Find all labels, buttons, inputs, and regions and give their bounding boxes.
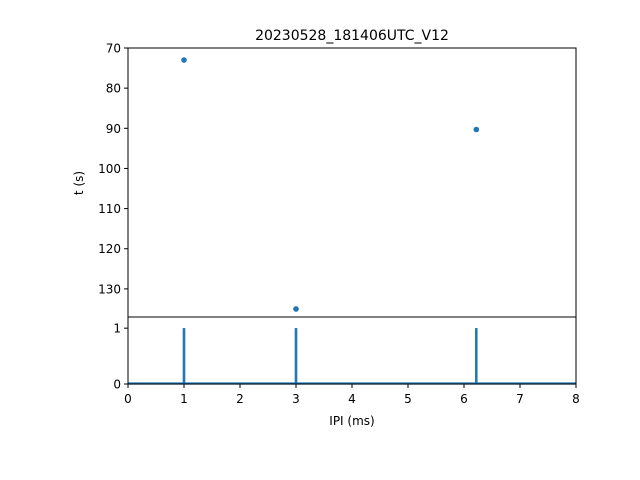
x-tick-label: 3 [292, 392, 300, 406]
scatter-points [181, 57, 480, 312]
y-axis-label: t (s) [72, 171, 86, 195]
y-tick-label: 80 [106, 82, 121, 96]
scatter-axes: 20230528_181406UTC_V12 70 80 90 100 110 120 13… [72, 28, 577, 318]
y-tick-label: 120 [98, 242, 121, 256]
histogram-spikes [128, 328, 576, 385]
y-tick-label: 90 [106, 122, 121, 136]
x-axis-label: IPI (ms) [329, 414, 374, 428]
chart-title: 20230528_181406UTC_V12 [255, 28, 449, 44]
y-tick-label: 130 [98, 282, 121, 296]
histogram-x-ticks: 0 1 2 3 4 5 6 7 8 [124, 384, 580, 406]
x-tick-label: 1 [180, 392, 188, 406]
x-tick-label: 5 [404, 392, 412, 406]
scatter-point [473, 126, 480, 133]
scatter-y-ticks: 70 80 90 100 110 120 130 [98, 42, 128, 296]
x-tick-label: 8 [572, 392, 580, 406]
y-tick-label: 100 [98, 162, 121, 176]
x-tick-label: 7 [516, 392, 524, 406]
hist-y-tick-label: 0 [113, 378, 121, 392]
hist-y-tick-label: 1 [113, 322, 121, 336]
x-tick-label: 0 [124, 392, 132, 406]
scatter-point [293, 306, 299, 312]
y-tick-label: 70 [106, 42, 121, 56]
y-tick-label: 110 [98, 202, 121, 216]
histogram-y-ticks: 01 [113, 322, 128, 392]
histogram-frame [127, 316, 577, 385]
x-tick-label: 4 [348, 392, 356, 406]
scatter-point [181, 57, 187, 63]
x-tick-label: 2 [236, 392, 244, 406]
x-tick-label: 6 [460, 392, 468, 406]
